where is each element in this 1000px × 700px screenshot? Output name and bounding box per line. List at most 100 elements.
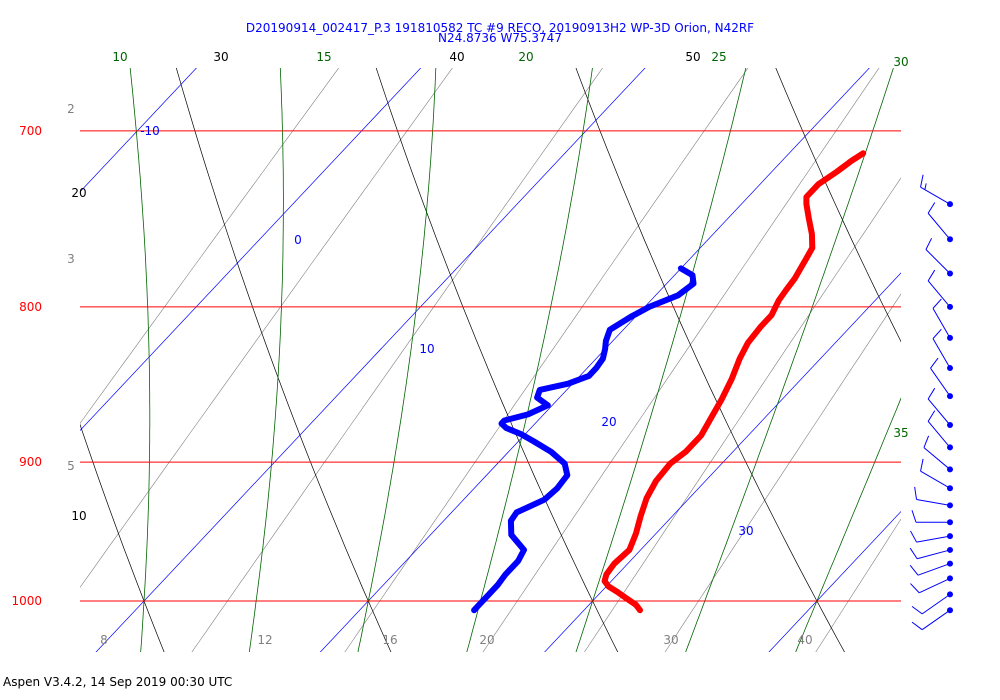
wind-barb-staff: [916, 535, 951, 543]
wind-barb-staff: [925, 249, 951, 274]
dry-adiabat-label: 30: [213, 50, 228, 64]
mixing-ratio-line: [191, 68, 603, 652]
mixing-ratio-label: 20: [479, 633, 494, 647]
moist-adiabat-label: 20: [518, 50, 533, 64]
moist-adiabat-line: [795, 397, 901, 652]
wind-barb-feather: [909, 564, 919, 576]
mixing-ratio-line: [584, 177, 901, 652]
mixing-ratio-line: [482, 68, 880, 652]
wind-barb-staff: [930, 367, 951, 397]
wind-barb-feather: [914, 486, 918, 500]
mixing-ratio-label: 2: [67, 102, 75, 116]
mixing-ratio-line: [909, 0, 1000, 678]
moist-adiabat-label: 15: [316, 50, 331, 64]
wind-barb-feather: [909, 547, 918, 560]
dry-adiabat-line: [859, 0, 1000, 678]
mixing-ratio-label: 30: [663, 633, 678, 647]
wind-barb-staff: [923, 447, 951, 470]
wind-barb-staff: [920, 470, 951, 489]
wind-barb-feather: [932, 298, 942, 309]
isotherm-line: [544, 272, 901, 652]
moist-adiabat-label: 35: [893, 426, 908, 440]
moist-adiabat-label: 30: [893, 55, 908, 69]
moist-adiabat-line: [685, 68, 894, 652]
mixing-ratio-label: 12: [257, 633, 272, 647]
footer-version: Aspen V3.4.2, 14 Sep 2019 00:30 UTC: [3, 675, 233, 689]
pressure-label: 800: [19, 300, 42, 314]
dry-adiabat-line: [375, 68, 619, 652]
mixing-ratio-line: [80, 68, 340, 424]
wind-barb-staff: [927, 398, 951, 426]
wind-barb-staff: [932, 308, 951, 339]
wind-barb-feather: [910, 530, 917, 543]
chart-title-line2: N24.8736 W75.3747: [438, 31, 562, 45]
moist-adiabat-line: [575, 68, 747, 652]
wind-barb-staff: [921, 593, 951, 615]
mixing-ratio-label: 40: [797, 633, 812, 647]
wind-barb-feather: [927, 387, 936, 400]
isotherm-label: 30: [738, 524, 753, 538]
dry-adiabat-line: [80, 423, 165, 652]
mixing-ratio-line: [815, 518, 901, 652]
dry-adiabat-line: [575, 68, 845, 652]
wind-barb-staff: [921, 609, 951, 631]
temperature-trace: [601, 150, 867, 614]
wind-barb-feather: [911, 621, 923, 631]
axis-labels: 6007008009001000-10010203010203040501015…: [11, 50, 908, 647]
wind-barb-feather: [911, 605, 923, 615]
wind-barb-feather: [920, 174, 924, 188]
mixing-ratio-line: [80, 68, 453, 588]
wind-barb-staff: [927, 280, 951, 308]
isotherm-line: [969, 0, 1000, 678]
wind-barb-staff: [927, 421, 951, 448]
pressure-label: 900: [19, 455, 42, 469]
moist-adiabat-line: [466, 68, 593, 652]
wind-barb-staff: [918, 577, 951, 594]
pressure-label: 700: [19, 124, 42, 138]
wind-barb-feather: [927, 410, 936, 422]
isobar-lines: [80, 130, 901, 602]
mixing-ratio-label: 3: [67, 252, 75, 266]
wind-barb-feather: [927, 269, 936, 282]
isotherm-label: 10: [419, 342, 434, 356]
isotherm-line: [768, 511, 901, 652]
isotherm-line: [319, 68, 870, 652]
wind-barb-feather: [920, 458, 924, 472]
mixing-ratio-label: 5: [67, 459, 75, 473]
moist-adiabat-label: 25: [711, 50, 726, 64]
mixing-ratio-label: 8: [100, 633, 108, 647]
mixing-ratio-line: [344, 68, 749, 652]
isotherm-line: [0, 0, 235, 678]
dry-adiabat-label: 10: [71, 509, 86, 523]
wind-barb-staff: [917, 563, 951, 576]
dewpoint-trace: [471, 265, 697, 614]
dry-adiabat-lines: [80, 0, 1000, 678]
isotherm-line: [80, 68, 422, 431]
wind-barb-feather: [930, 357, 939, 369]
wind-barb-staff: [916, 498, 951, 506]
moist-adiabat-line: [129, 68, 151, 652]
dry-adiabat-label: 50: [685, 50, 700, 64]
wind-barb-feather: [910, 583, 920, 594]
dry-adiabat-label: 40: [449, 50, 464, 64]
moist-adiabat-line: [357, 68, 437, 652]
isotherm-label: -10: [140, 124, 160, 138]
dry-adiabat-label: 20: [71, 186, 86, 200]
wind-barb-half-feather: [924, 183, 927, 190]
mixing-ratio-lines: [80, 0, 1000, 678]
wind-barb-staff: [917, 549, 951, 560]
mixing-ratio-label: 16: [382, 633, 397, 647]
isotherm-label: 0: [294, 233, 302, 247]
wind-barb-feather: [911, 510, 917, 523]
profile-traces: [471, 150, 867, 614]
wind-barb-staff: [932, 338, 951, 369]
wind-barb-feather: [925, 237, 933, 250]
wind-barb-feather: [932, 328, 942, 339]
moist-adiabat-label: 10: [112, 50, 127, 64]
isotherm-label: 20: [601, 415, 616, 429]
wind-barbs: [909, 174, 953, 631]
dry-adiabat-line: [175, 68, 392, 652]
wind-barb-staff: [920, 186, 951, 205]
chart-title-line1: D20190914_002417_P.3 191810582 TC #9 REC…: [245, 21, 755, 35]
